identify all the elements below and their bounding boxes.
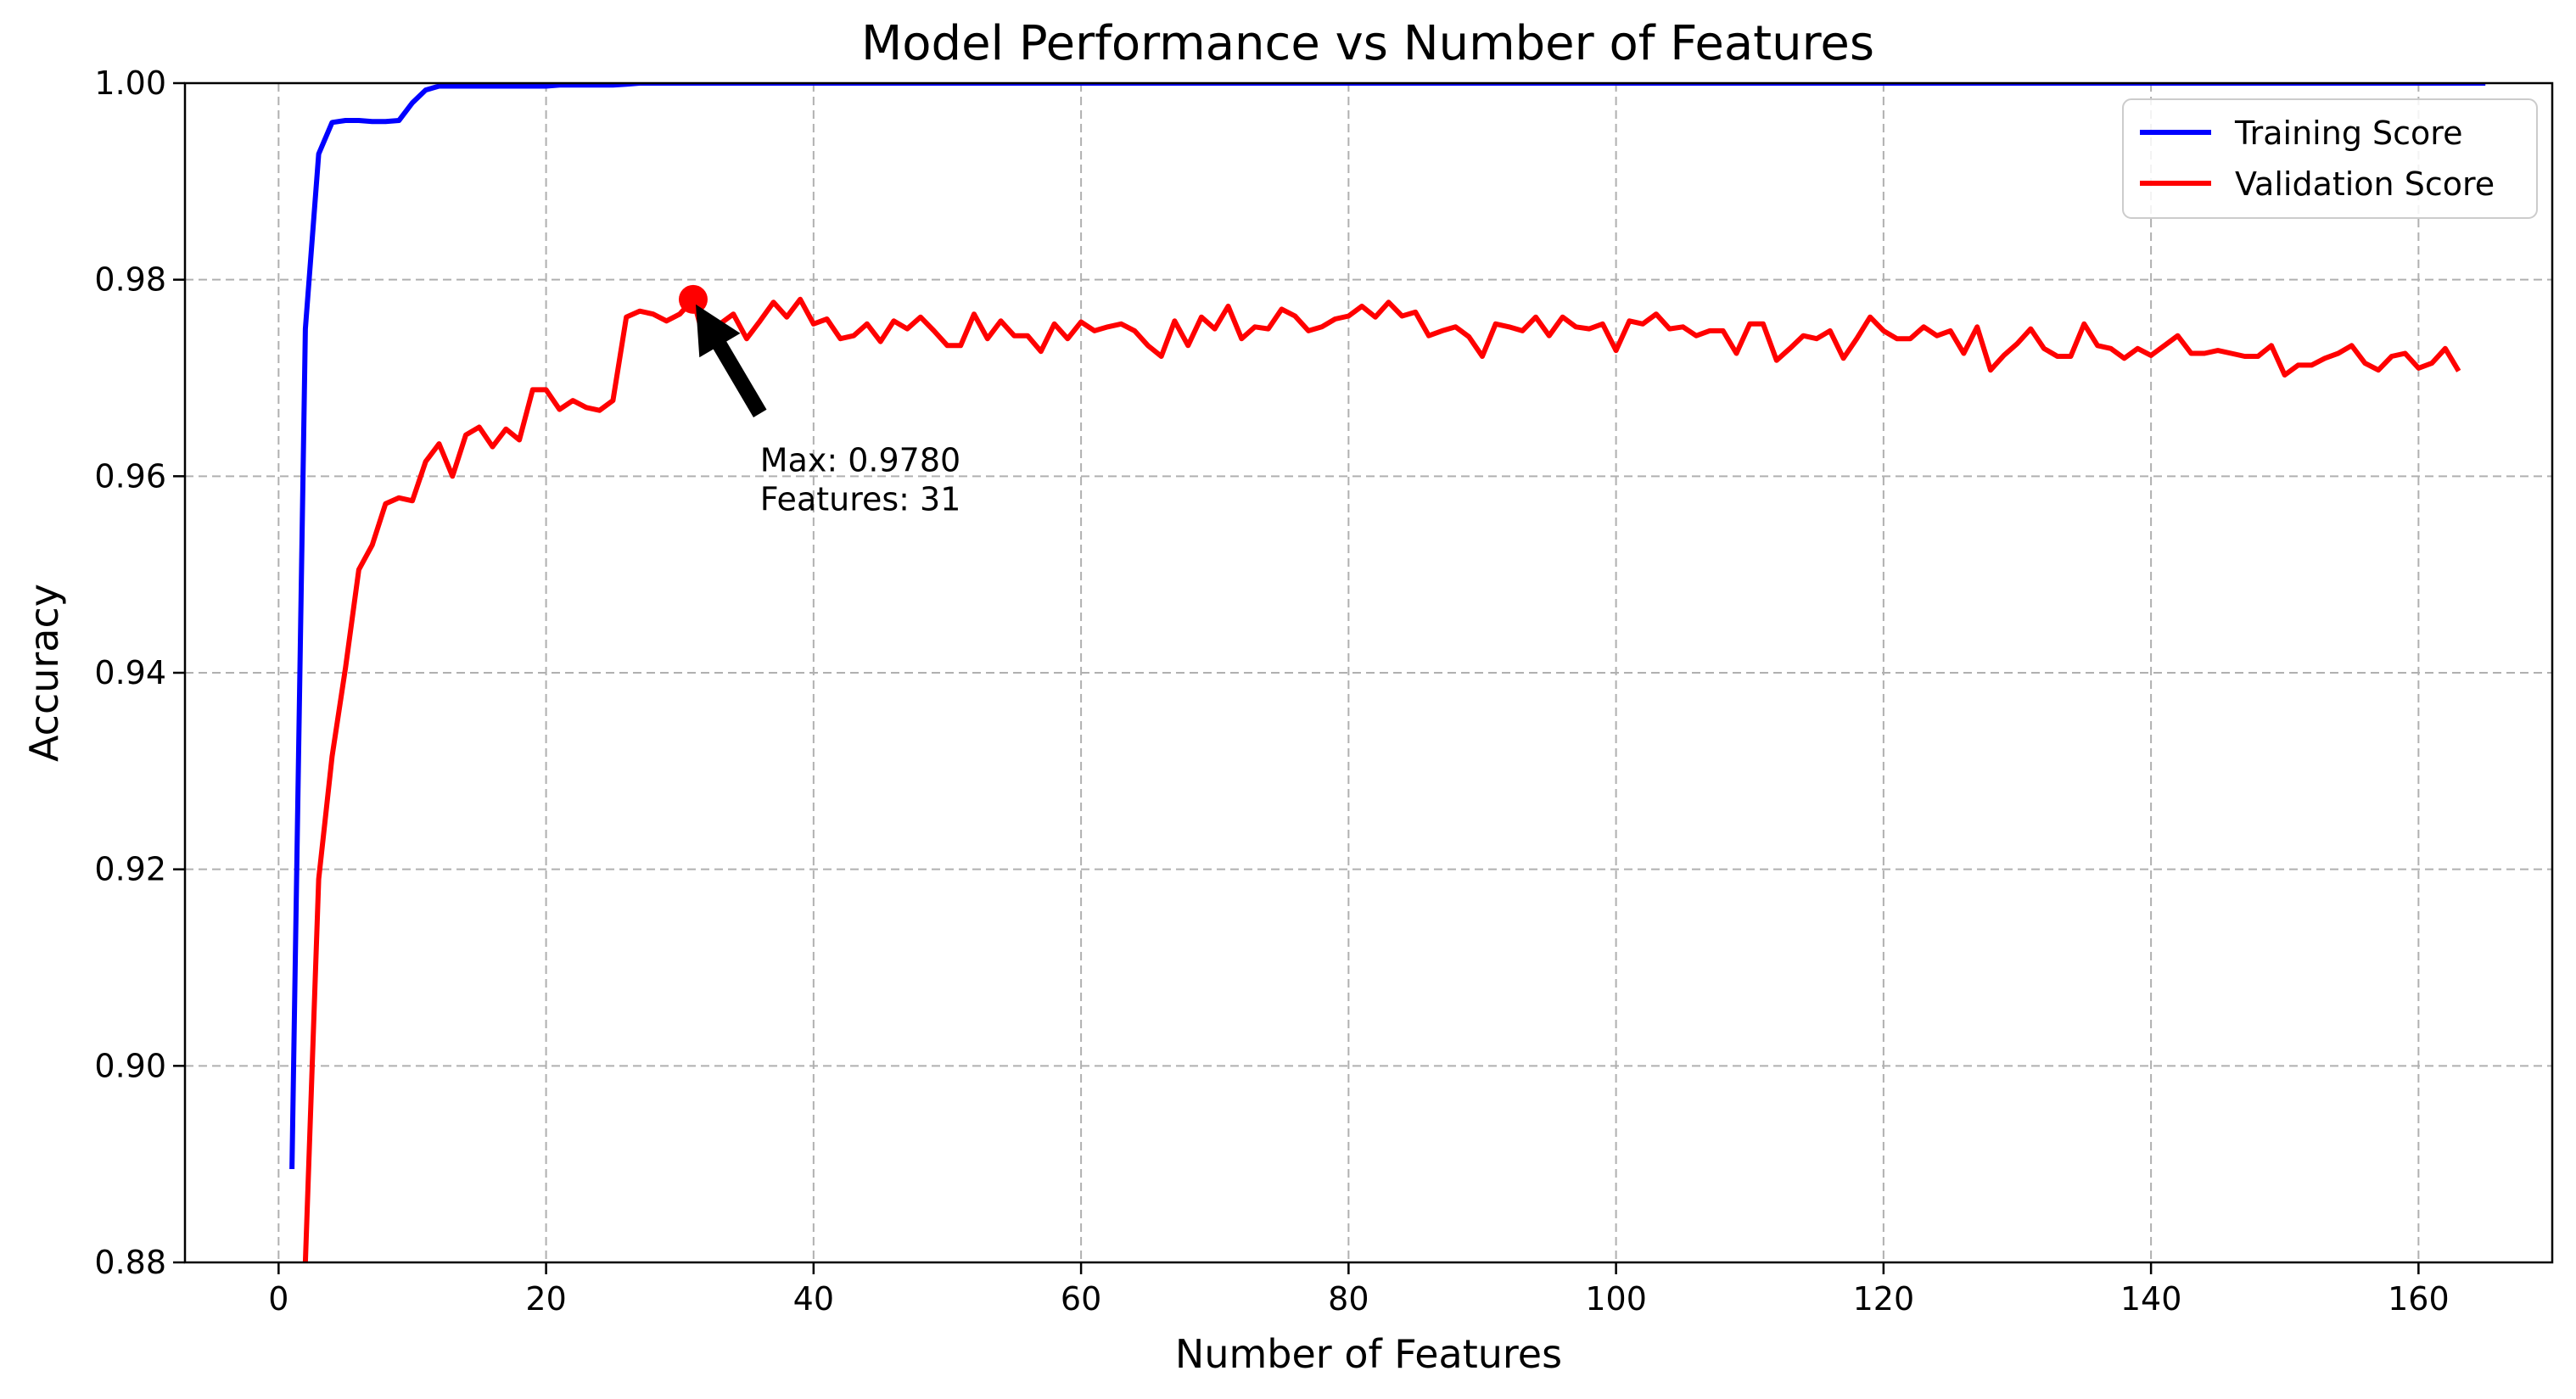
y-tick-label: 0.92 <box>94 851 166 888</box>
x-axis-label: Number of Features <box>1175 1331 1562 1377</box>
x-tick-label: 80 <box>1328 1280 1369 1318</box>
axis-ticks: 0 20 40 60 80 100 120 140 160 0.88 0.90 0.92 0.94 0.9… <box>94 64 2449 1318</box>
y-tick-label: 1.00 <box>94 64 166 102</box>
x-tick-label: 120 <box>1853 1280 1915 1318</box>
y-tick-label: 0.90 <box>94 1047 166 1084</box>
x-tick-label: 140 <box>2120 1280 2182 1318</box>
x-tick-label: 0 <box>268 1280 288 1318</box>
legend-box <box>2122 98 2538 219</box>
legend: Training Score Validation Score <box>2122 98 2538 219</box>
annotation-text: Features: 31 <box>760 480 961 518</box>
legend-label-training: Training Score <box>2234 115 2462 152</box>
y-tick-label: 0.88 <box>94 1244 166 1281</box>
chart-title: Model Performance vs Number of Features <box>861 16 1874 71</box>
y-tick-label: 0.98 <box>94 261 166 299</box>
annotation-arrow <box>696 304 767 417</box>
y-axis-label: Accuracy <box>21 584 67 762</box>
plot-frame <box>183 81 2554 1264</box>
series-lines <box>289 83 2486 1262</box>
legend-label-validation: Validation Score <box>2235 165 2495 203</box>
validation-score-line <box>302 296 2461 1262</box>
x-tick-label: 100 <box>1585 1280 1647 1318</box>
max-marker <box>678 284 708 314</box>
x-tick-label: 40 <box>793 1280 834 1318</box>
y-tick-label: 0.94 <box>94 654 166 691</box>
x-tick-label: 60 <box>1061 1280 1101 1318</box>
x-tick-label: 20 <box>525 1280 566 1318</box>
annotation-text: Max: 0.9780 <box>760 441 960 478</box>
x-tick-label: 160 <box>2388 1280 2450 1318</box>
y-tick-label: 0.96 <box>94 457 166 495</box>
